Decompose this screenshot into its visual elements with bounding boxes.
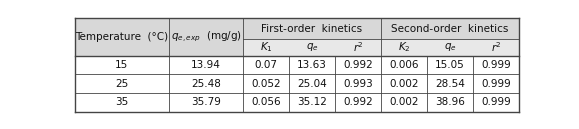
Text: 0.999: 0.999 xyxy=(481,60,511,70)
Bar xyxy=(335,39,381,56)
Bar xyxy=(169,93,243,112)
Bar xyxy=(289,93,335,112)
Bar xyxy=(473,39,519,56)
Text: 15.05: 15.05 xyxy=(435,60,465,70)
Text: 13.94: 13.94 xyxy=(191,60,221,70)
Text: 0.992: 0.992 xyxy=(343,98,373,107)
Bar xyxy=(169,18,243,56)
Text: 25: 25 xyxy=(115,79,129,89)
Text: $K_2$: $K_2$ xyxy=(398,41,411,54)
Bar xyxy=(473,56,519,74)
Bar xyxy=(381,18,519,39)
Text: 35.12: 35.12 xyxy=(297,98,327,107)
Text: $q_e$: $q_e$ xyxy=(444,41,456,53)
Text: 0.993: 0.993 xyxy=(343,79,373,89)
Text: Temperature  (°C): Temperature (°C) xyxy=(75,32,168,42)
Bar xyxy=(243,93,289,112)
Bar xyxy=(381,39,427,56)
Bar xyxy=(427,39,473,56)
Text: $K_1$: $K_1$ xyxy=(260,41,273,54)
Text: 25.04: 25.04 xyxy=(297,79,327,89)
Bar xyxy=(289,74,335,93)
Text: 0.992: 0.992 xyxy=(343,60,373,70)
Text: First-order  kinetics: First-order kinetics xyxy=(262,24,362,34)
Bar xyxy=(243,74,289,93)
Text: 35: 35 xyxy=(115,98,129,107)
Bar xyxy=(427,74,473,93)
Text: 38.96: 38.96 xyxy=(435,98,465,107)
Text: 0.056: 0.056 xyxy=(251,98,281,107)
Bar xyxy=(289,39,335,56)
Text: 0.999: 0.999 xyxy=(481,98,511,107)
Bar xyxy=(381,56,427,74)
Text: 0.002: 0.002 xyxy=(389,79,419,89)
Text: 25.48: 25.48 xyxy=(191,79,221,89)
Bar xyxy=(335,56,381,74)
Bar xyxy=(75,93,169,112)
Bar xyxy=(169,56,243,74)
Bar xyxy=(243,39,289,56)
Bar xyxy=(381,74,427,93)
Text: $q_{e,exp}$  (mg/g): $q_{e,exp}$ (mg/g) xyxy=(171,30,241,44)
Text: 0.999: 0.999 xyxy=(481,79,511,89)
Text: $q_e$: $q_e$ xyxy=(306,41,318,53)
Text: 35.79: 35.79 xyxy=(191,98,221,107)
Bar xyxy=(427,56,473,74)
Bar xyxy=(473,93,519,112)
Text: $r^2$: $r^2$ xyxy=(490,41,501,54)
Bar xyxy=(289,56,335,74)
Bar xyxy=(75,74,169,93)
Text: 0.002: 0.002 xyxy=(389,98,419,107)
Text: 0.006: 0.006 xyxy=(389,60,419,70)
Bar xyxy=(169,74,243,93)
Bar xyxy=(381,93,427,112)
Bar xyxy=(75,18,169,56)
Text: 15: 15 xyxy=(115,60,129,70)
Bar xyxy=(243,18,381,39)
Bar xyxy=(335,74,381,93)
Bar xyxy=(427,93,473,112)
Text: 13.63: 13.63 xyxy=(297,60,327,70)
Bar xyxy=(335,93,381,112)
Text: Second-order  kinetics: Second-order kinetics xyxy=(391,24,508,34)
Bar xyxy=(75,56,169,74)
Text: 0.07: 0.07 xyxy=(255,60,277,70)
Text: 28.54: 28.54 xyxy=(435,79,465,89)
Bar xyxy=(473,74,519,93)
Text: $r^2$: $r^2$ xyxy=(353,41,364,54)
Text: 0.052: 0.052 xyxy=(251,79,281,89)
Bar xyxy=(243,56,289,74)
